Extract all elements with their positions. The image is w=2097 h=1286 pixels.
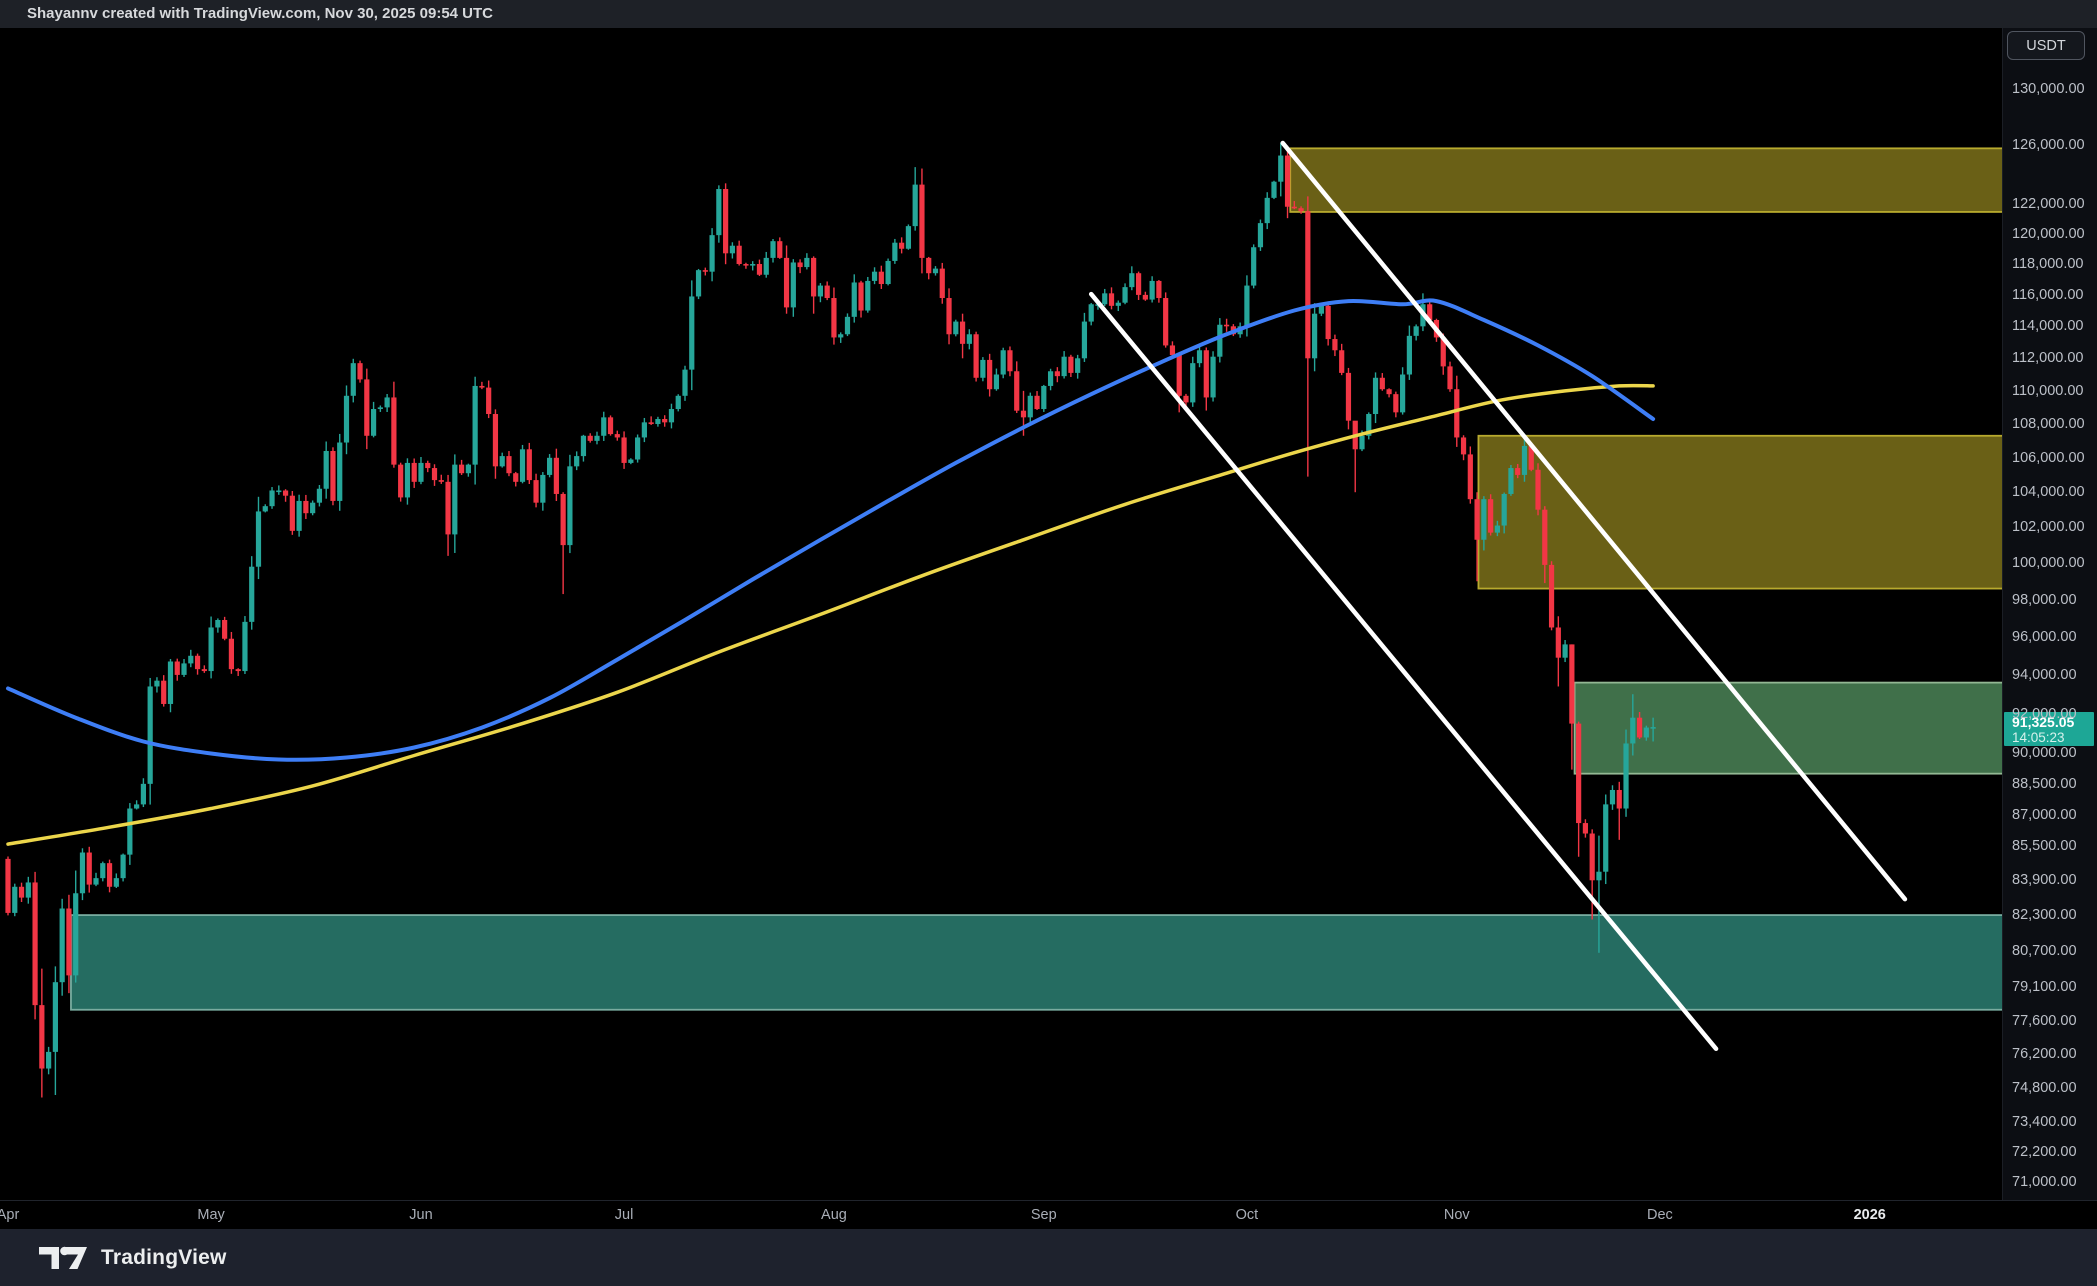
price-tick-label: 88,500.00 bbox=[2012, 775, 2077, 792]
ma-yellow[interactable] bbox=[6, 383, 1655, 846]
price-axis[interactable]: 91,325.05 14:05:23 130,000.00 126,000.00 1… bbox=[2002, 28, 2097, 1200]
price-tick-label: 79,100.00 bbox=[2012, 978, 2077, 995]
price-tick-label: 102,000.00 bbox=[2012, 519, 2085, 536]
price-tick-label: 98,000.00 bbox=[2012, 591, 2077, 608]
footer-bar: TradingView bbox=[0, 1229, 2097, 1286]
price-tick-label: 83,900.00 bbox=[2012, 872, 2077, 889]
last-price-value: 91,325.05 bbox=[2012, 714, 2075, 731]
chart-canvas[interactable] bbox=[0, 28, 2002, 1200]
price-tick-label: 87,000.00 bbox=[2012, 806, 2077, 823]
channel-line-lower[interactable] bbox=[1088, 291, 1719, 1052]
supply-zone-upper[interactable] bbox=[1289, 147, 2002, 213]
price-tick-label: 114,000.00 bbox=[2012, 318, 2084, 335]
price-tick-label: 110,000.00 bbox=[2012, 382, 2084, 399]
quote-currency-label: USDT bbox=[2026, 37, 2066, 54]
price-tick-label: 76,200.00 bbox=[2012, 1046, 2077, 1063]
last-price-label: 91,325.05 14:05:23 bbox=[2004, 712, 2094, 747]
price-tick-label: 92,000.00 bbox=[2012, 705, 2077, 722]
price-tick-label: 116,000.00 bbox=[2012, 286, 2084, 303]
price-tick-label: 90,000.00 bbox=[2012, 745, 2077, 762]
time-tick-label: Aug bbox=[821, 1207, 847, 1223]
price-tick-label: 77,600.00 bbox=[2012, 1013, 2077, 1030]
price-tick-label: 96,000.00 bbox=[2012, 628, 2077, 645]
price-tick-label: 108,000.00 bbox=[2012, 416, 2085, 433]
attribution-text: Shayannv created with TradingView.com, N… bbox=[27, 5, 494, 22]
zones-layer bbox=[70, 147, 2002, 1011]
candles-layer bbox=[5, 142, 1656, 1098]
tradingview-logo-icon[interactable] bbox=[36, 1240, 90, 1276]
price-tick-label: 126,000.00 bbox=[2012, 137, 2085, 154]
tradingview-brand-text: TradingView bbox=[101, 1245, 227, 1269]
price-tick-label: 130,000.00 bbox=[2012, 81, 2085, 97]
time-tick-label: Nov bbox=[1443, 1207, 1470, 1223]
price-tick-label: 118,000.00 bbox=[2012, 256, 2084, 272]
attribution-bar: Shayannv created with TradingView.com, N… bbox=[0, 0, 2097, 28]
price-tick-label: 80,700.00 bbox=[2012, 942, 2077, 959]
time-tick-label: Jun bbox=[409, 1207, 433, 1223]
price-tick-label: 94,000.00 bbox=[2012, 666, 2077, 683]
price-tick-label: 73,400.00 bbox=[2012, 1113, 2077, 1130]
time-tick-label: Jul bbox=[614, 1207, 634, 1223]
price-tick-label: 104,000.00 bbox=[2012, 484, 2085, 501]
time-axis[interactable]: Apr May Jun Jul Aug Sep Oct Nov Dec 2026 bbox=[0, 1200, 2097, 1229]
price-tick-label: 112,000.00 bbox=[2012, 350, 2084, 367]
price-tick-label: 71,000.00 bbox=[2012, 1173, 2077, 1190]
time-tick-label: 2026 bbox=[1853, 1207, 1886, 1223]
price-tick-label: 120,000.00 bbox=[2012, 225, 2085, 242]
demand-zone-teal[interactable] bbox=[70, 914, 2002, 1011]
time-tick-label: Apr bbox=[0, 1207, 20, 1223]
price-tick-label: 85,500.00 bbox=[2012, 838, 2077, 855]
price-tick-label: 100,000.00 bbox=[2012, 555, 2085, 572]
time-tick-label: May bbox=[197, 1207, 225, 1223]
time-tick-label: Dec bbox=[1646, 1207, 1673, 1223]
price-tick-label: 122,000.00 bbox=[2012, 195, 2085, 212]
price-tick-label: 82,300.00 bbox=[2012, 907, 2077, 924]
price-tick-label: 72,200.00 bbox=[2012, 1143, 2077, 1160]
price-tick-label: 74,800.00 bbox=[2012, 1079, 2077, 1096]
time-tick-label: Sep bbox=[1030, 1207, 1057, 1223]
supply-zone-mid[interactable] bbox=[1477, 434, 2002, 590]
price-tick-label: 106,000.00 bbox=[2012, 449, 2085, 466]
ma-blue[interactable] bbox=[6, 298, 1656, 762]
bar-countdown: 14:05:23 bbox=[2012, 730, 2065, 746]
time-tick-label: Oct bbox=[1235, 1207, 1259, 1223]
quote-currency-chip[interactable]: USDT bbox=[2007, 31, 2085, 60]
channel-line-upper[interactable] bbox=[1280, 140, 1908, 902]
